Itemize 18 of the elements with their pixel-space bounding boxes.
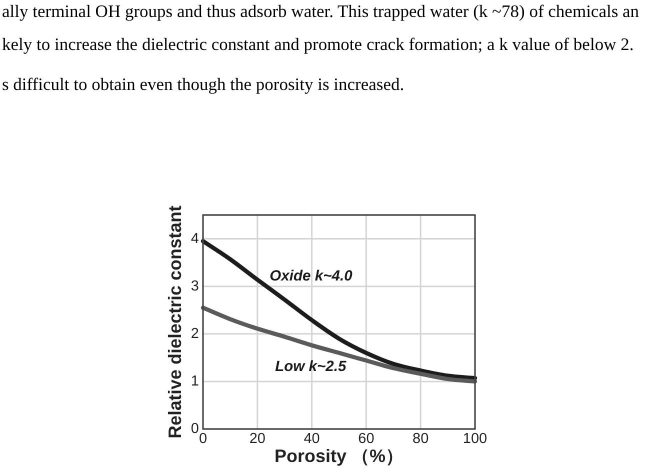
x-axis-title: Porosity （%） xyxy=(274,446,404,466)
y-tick-label: 4 xyxy=(190,230,199,247)
x-tick-label: 60 xyxy=(358,431,374,447)
y-tick-label: 0 xyxy=(190,421,199,437)
x-tick-label: 80 xyxy=(412,431,429,447)
y-axis-title: Relative dielectric constant xyxy=(165,205,185,439)
x-tick-label: 40 xyxy=(304,431,320,447)
x-tick-label: 100 xyxy=(462,431,488,447)
y-tick-label: 3 xyxy=(190,278,199,294)
y-tick-label: 1 xyxy=(190,373,199,390)
annotation: ally terminal OH groups and thus adsorb water. This trapped water (k ~78) of chemicals an xyxy=(2,1,640,21)
x-tick-label: 0 xyxy=(198,431,208,447)
x-tick-label: 20 xyxy=(249,431,266,447)
series-label: Low k~2.5 xyxy=(275,358,346,375)
series-label: Oxide k~4.0 xyxy=(270,268,352,285)
annotation: s difficult to obtain even though the porosity is increased. xyxy=(2,74,404,94)
y-tick-label: 2 xyxy=(190,326,199,342)
annotation: kely to increase the dielectric constant and promote crack formation; a k value of below 2. xyxy=(2,34,634,54)
